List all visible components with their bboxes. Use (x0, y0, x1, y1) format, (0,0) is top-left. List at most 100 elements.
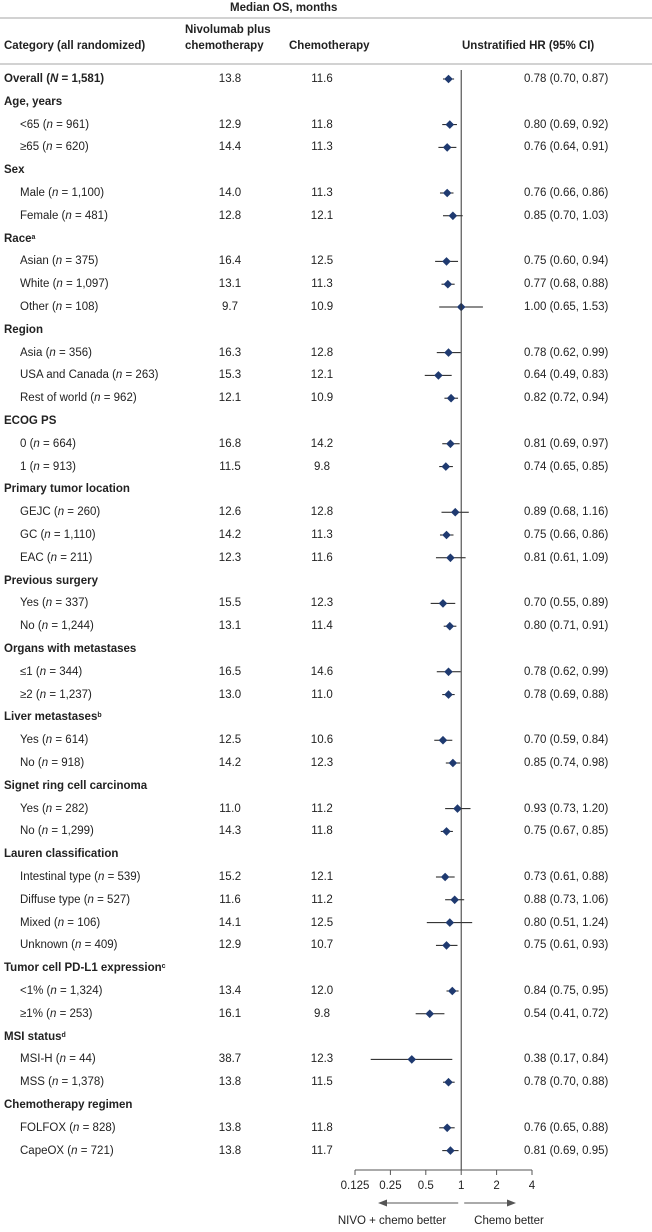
hr-point-marker (446, 553, 455, 563)
hr-ci-value: 0.74 (0.65, 0.85) (524, 460, 609, 473)
row-label: White (n = 1,097) (20, 278, 109, 291)
row-label: EAC (n = 211) (20, 551, 93, 564)
row-label: GC (n = 1,110) (20, 529, 96, 541)
row-label: FOLFOX (n = 828) (20, 1121, 116, 1134)
hr-point-marker (440, 872, 450, 882)
chemo-median-os: 11.3 (311, 141, 333, 154)
chemo-median-os: 12.8 (310, 506, 334, 519)
nivo-median-os: 13.8 (218, 1121, 242, 1134)
chemo-median-os: 11.7 (311, 1144, 333, 1157)
row-label: ≥2 (n = 1,237) (20, 688, 92, 701)
hr-ci-value: 0.81 (0.61, 1.09) (524, 551, 609, 564)
section-heading: Organs with metastases (4, 643, 137, 655)
hr-point-marker (442, 941, 451, 950)
row-label: Unknown (n = 409) (20, 939, 118, 952)
nivo-median-os: 13.8 (218, 73, 242, 85)
hr-ci-value: 0.77 (0.68, 0.88) (524, 278, 609, 291)
hr-point-marker (407, 1055, 417, 1064)
row-label: Mixed (n = 106) (20, 916, 101, 929)
row-label: Overall (N = 1,581) (4, 73, 105, 85)
hr-point-marker (453, 804, 462, 813)
nivo-median-os: 16.1 (218, 1007, 242, 1020)
hr-point-marker (448, 758, 458, 768)
hr-ci-value: 0.85 (0.74, 0.98) (524, 757, 609, 769)
hr-ci-value: 0.76 (0.65, 0.88) (524, 1121, 609, 1134)
nivo-median-os: 9.7 (222, 301, 238, 313)
nivo-median-os: 11.0 (219, 802, 241, 815)
hr-ci-value: 0.89 (0.68, 1.16) (524, 506, 609, 519)
section-heading: Region (4, 323, 43, 336)
median-os-title: Median OS, months (230, 2, 338, 14)
nivo-median-os: 12.6 (218, 506, 242, 519)
hr-point-marker (442, 827, 451, 836)
chemo-median-os: 11.5 (311, 1076, 333, 1089)
nivo-median-os: 12.5 (218, 734, 242, 747)
hr-ci-value: 0.84 (0.75, 0.95) (524, 985, 609, 997)
row-label: Asian (n = 375) (20, 255, 99, 268)
nivo-median-os: 14.2 (218, 529, 242, 541)
nivo-median-os: 16.4 (218, 255, 242, 268)
hr-point-marker (444, 1077, 453, 1087)
row-label: ≥1% (n = 253) (20, 1007, 93, 1020)
nivo-median-os: 12.8 (218, 209, 242, 222)
nivo-median-os: 13.0 (218, 688, 242, 701)
hr-point-marker (438, 735, 448, 745)
hr-ci-value: 0.64 (0.49, 0.83) (524, 369, 609, 382)
chemo-median-os: 11.2 (311, 802, 333, 815)
row-label: Male (n = 1,100) (20, 187, 105, 199)
nivo-median-os: 12.3 (218, 551, 242, 564)
hr-ci-value: 1.00 (0.65, 1.53) (524, 301, 609, 313)
chemo-median-os: 11.3 (311, 529, 333, 541)
nivo-median-os: 13.4 (218, 985, 242, 997)
hr-ci-value: 0.78 (0.62, 0.99) (524, 346, 609, 359)
row-label: USA and Canada (n = 263) (20, 369, 159, 382)
row-label: Rest of world (n = 962) (20, 392, 137, 405)
row-label: Yes (n = 614) (20, 734, 89, 747)
hr-ci-value: 0.78 (0.69, 0.88) (524, 688, 609, 701)
row-label: ≤1 (n = 344) (20, 665, 83, 678)
chemo-median-os: 11.4 (311, 620, 333, 633)
hr-point-marker (448, 211, 458, 221)
hr-ci-value: 0.54 (0.41, 0.72) (524, 1007, 609, 1020)
chemo-median-os: 14.6 (310, 665, 334, 678)
nivo-median-os: 13.8 (218, 1076, 242, 1089)
x-tick-label: 0.5 (418, 1180, 434, 1192)
hr-point-marker (446, 393, 456, 403)
chemo-median-os: 12.5 (310, 916, 334, 929)
row-label: Other (n = 108) (20, 301, 99, 313)
nivo-median-os: 12.9 (218, 118, 242, 131)
chemo-median-os: 12.3 (310, 597, 334, 610)
nivo-median-os: 16.5 (218, 665, 242, 678)
chemo-median-os: 12.1 (310, 369, 334, 382)
hr-ci-value: 0.80 (0.69, 0.92) (524, 118, 609, 131)
chemo-median-os: 10.6 (310, 734, 334, 747)
hr-ci-value: 0.81 (0.69, 0.95) (524, 1144, 609, 1157)
chemo-better-label: Chemo better (474, 1215, 544, 1227)
hr-point-marker (434, 371, 443, 380)
x-tick-label: 4 (529, 1180, 536, 1192)
nivo-median-os: 13.1 (218, 620, 242, 633)
hr-point-marker (425, 1009, 435, 1019)
row-label: CapeOX (n = 721) (20, 1144, 114, 1157)
hr-ci-value: 0.75 (0.67, 0.85) (524, 825, 609, 838)
hr-point-marker (445, 120, 455, 129)
x-tick-label: 2 (493, 1180, 499, 1192)
hr-ci-value: 0.75 (0.60, 0.94) (524, 255, 609, 268)
chemo-median-os: 12.5 (310, 255, 334, 268)
nivo-column-header-line1: Nivolumab plus (185, 24, 271, 36)
hr-ci-value: 0.82 (0.72, 0.94) (524, 392, 609, 405)
nivo-median-os: 12.9 (218, 939, 242, 952)
nivo-median-os: 15.2 (218, 871, 242, 883)
x-tick-label: 0.125 (341, 1180, 370, 1192)
hr-point-marker (445, 918, 455, 927)
hr-point-marker (443, 279, 453, 289)
hr-ci-value: 0.78 (0.70, 0.88) (524, 1076, 609, 1089)
chemo-median-os: 12.3 (310, 757, 334, 769)
hr-point-marker (446, 1146, 455, 1155)
row-label: Yes (n = 282) (20, 802, 89, 815)
hr-ci-value: 0.38 (0.17, 0.84) (524, 1053, 609, 1066)
chemo-median-os: 11.3 (311, 187, 333, 199)
row-label: Yes (n = 337) (20, 597, 89, 610)
hr-point-marker (442, 257, 451, 266)
